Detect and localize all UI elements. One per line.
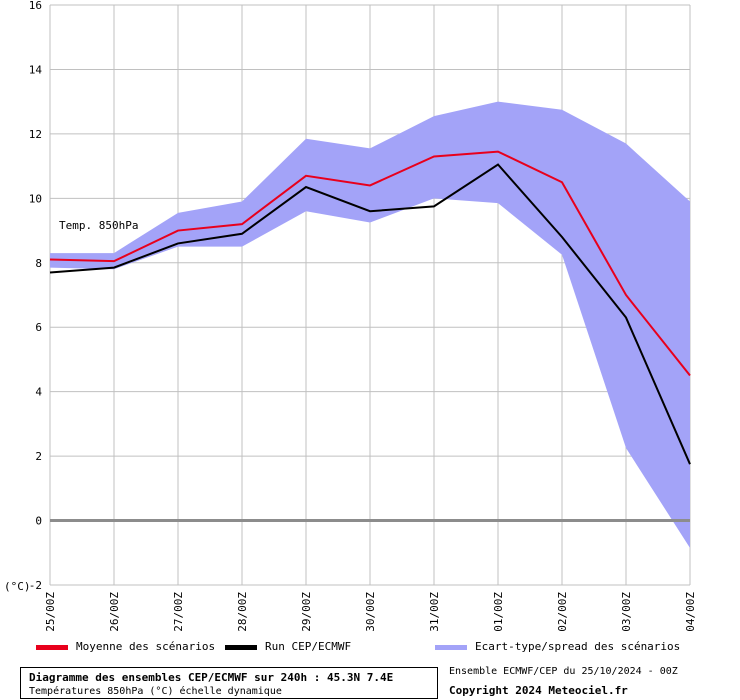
y-tick-label: 12 (29, 128, 42, 141)
legend-swatch-mean (36, 645, 68, 650)
x-tick-label: 31/00Z (428, 592, 441, 632)
legend-swatch-spread (435, 645, 467, 650)
chart-annotation: Temp. 850hPa (59, 219, 138, 232)
y-tick-labels: 0 2 4 6 8 10 12 14 16 -2 (29, 0, 43, 592)
x-tick-label: 01/00Z (492, 592, 505, 632)
y-tick-label: 0 (35, 515, 42, 528)
x-tick-label: 27/00Z (172, 592, 185, 632)
grid (49, 4, 691, 586)
y-tick-label: 16 (29, 0, 42, 12)
y-tick-label: 14 (29, 63, 43, 76)
x-tick-label: 25/00Z (44, 592, 57, 632)
x-tick-label: 29/00Z (300, 592, 313, 632)
y-tick-label: 4 (35, 386, 42, 399)
series-line-mean (49, 150, 691, 377)
x-tick-label: 30/00Z (364, 592, 377, 632)
source-text: Ensemble ECMWF/CEP du 25/10/2024 - 00Z (449, 666, 678, 677)
legend-label-mean: Moyenne des scénarios (76, 640, 216, 653)
legend-label-run: Run CEP/ECMWF (265, 640, 352, 653)
copyright-text: Copyright 2024 Meteociel.fr (449, 684, 628, 697)
info-box: Diagramme des ensembles CEP/ECMWF sur 24… (20, 667, 438, 699)
chart-title: Diagramme des ensembles CEP/ECMWF sur 24… (29, 671, 394, 684)
y-tick-label: 2 (35, 450, 42, 463)
ensemble-chart: 0 2 4 6 8 10 12 14 16 -2 25/00Z 26/00Z 27/00Z 28/00Z… (4, 0, 697, 632)
x-tick-labels: 25/00Z 26/00Z 27/00Z 28/00Z 29/00Z 30/00Z 31/0… (44, 592, 697, 632)
y-tick-label: 10 (29, 192, 42, 205)
y-tick-label: 8 (35, 257, 42, 270)
x-tick-label: 28/00Z (236, 592, 249, 632)
legend-label-spread: Ecart-type/spread des scénarios (475, 640, 681, 653)
x-tick-label: 04/00Z (684, 592, 697, 632)
y-tick-label: 6 (35, 321, 42, 334)
series-line-run (49, 163, 691, 465)
x-tick-label: 26/00Z (108, 592, 121, 632)
x-tick-label: 03/00Z (620, 592, 633, 632)
legend-swatch-run (225, 645, 257, 650)
chart-subtitle: Températures 850hPa (°C) échelle dynamiq… (29, 686, 282, 697)
y-tick-label: -2 (29, 579, 42, 592)
y-axis-unit: (°C) (4, 580, 31, 593)
x-tick-label: 02/00Z (556, 592, 569, 632)
spread-band (50, 101, 690, 548)
